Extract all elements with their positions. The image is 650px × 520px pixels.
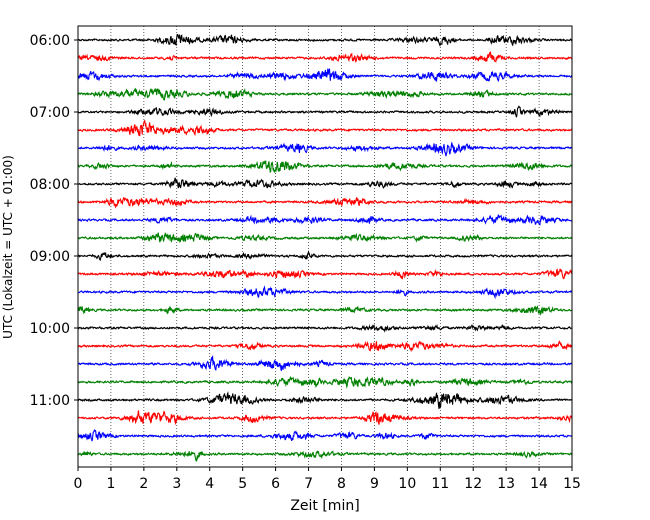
x-tick-label: 1 bbox=[106, 476, 115, 492]
seismic-trace bbox=[77, 250, 573, 262]
seismic-trace bbox=[77, 232, 573, 244]
seismic-trace bbox=[77, 285, 573, 300]
x-tick-label: 3 bbox=[172, 476, 181, 492]
seismic-trace bbox=[77, 339, 573, 353]
x-tick-label: 15 bbox=[563, 476, 581, 492]
y-tick-label: 10:00 bbox=[30, 321, 70, 337]
trace-group bbox=[77, 33, 573, 462]
seismic-trace bbox=[77, 305, 573, 316]
seismic-trace bbox=[77, 119, 573, 137]
x-tick-label: 6 bbox=[271, 476, 280, 492]
x-tick-label: 0 bbox=[74, 476, 83, 492]
x-tick-label: 13 bbox=[497, 476, 515, 492]
x-tick-label: 14 bbox=[530, 476, 548, 492]
plot-frame bbox=[77, 25, 573, 468]
seismic-trace bbox=[77, 177, 573, 189]
seismic-trace bbox=[77, 160, 573, 174]
seismic-trace bbox=[77, 376, 573, 389]
x-tick-label: 11 bbox=[431, 476, 449, 492]
x-tick-label: 5 bbox=[238, 476, 247, 492]
y-axis-label: UTC (Lokalzeit = UTC + 01:00) bbox=[1, 155, 15, 339]
y-tick-label: 06:00 bbox=[30, 33, 70, 49]
seismic-trace bbox=[77, 87, 573, 101]
y-axis-ticks: 06:00 07:00 08:00 09:00 10:00 11:00 bbox=[30, 33, 78, 409]
seismic-trace bbox=[77, 68, 573, 83]
seismic-trace bbox=[77, 323, 573, 333]
seismic-trace bbox=[77, 391, 573, 409]
y-tick-label: 11:00 bbox=[30, 393, 70, 409]
seismic-trace bbox=[77, 214, 573, 226]
x-tick-label: 12 bbox=[464, 476, 482, 492]
seismic-trace bbox=[77, 105, 573, 118]
x-axis-label: Zeit [min] bbox=[290, 498, 359, 514]
seismic-trace bbox=[77, 51, 573, 63]
x-axis-ticks: 0 1 2 3 4 5 6 7 8 9 10 11 12 13 14 15 bbox=[74, 467, 581, 492]
x-tick-label: 7 bbox=[304, 476, 313, 492]
x-tick-label: 10 bbox=[398, 476, 416, 492]
seismic-trace bbox=[77, 196, 573, 209]
seismic-trace bbox=[78, 268, 573, 280]
y-tick-label: 07:00 bbox=[30, 105, 70, 121]
seismic-trace bbox=[77, 33, 573, 47]
x-tick-label: 2 bbox=[139, 476, 148, 492]
x-tick-label: 8 bbox=[337, 476, 346, 492]
seismic-trace bbox=[77, 410, 573, 426]
seismic-trace bbox=[77, 428, 573, 442]
y-tick-label: 08:00 bbox=[30, 177, 70, 193]
x-tick-label: 9 bbox=[370, 476, 379, 492]
seismic-trace bbox=[77, 141, 573, 157]
x-tick-label: 4 bbox=[205, 476, 214, 492]
seismic-trace bbox=[77, 450, 573, 462]
y-tick-label: 09:00 bbox=[30, 249, 70, 265]
seismic-trace bbox=[77, 355, 573, 372]
